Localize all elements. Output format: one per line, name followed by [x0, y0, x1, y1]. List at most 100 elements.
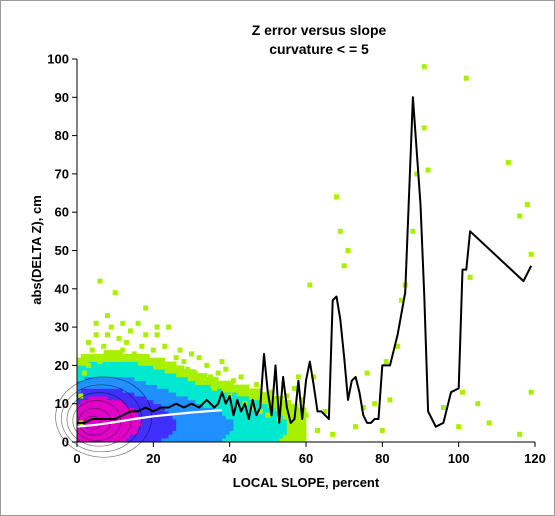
- density-cell: [225, 399, 230, 405]
- density-cell: [145, 426, 150, 431]
- outlier-point: [341, 263, 347, 269]
- outlier-point: [528, 389, 534, 395]
- density-cell: [96, 380, 101, 385]
- density-cell: [218, 430, 223, 435]
- density-cell: [130, 438, 135, 443]
- density-cell: [119, 353, 124, 359]
- density-cell: [195, 430, 200, 435]
- density-cell: [244, 426, 250, 431]
- density-cell: [206, 384, 211, 389]
- density-cell: [153, 373, 158, 378]
- density-cell: [191, 430, 196, 435]
- density-cell: [99, 419, 105, 424]
- density-cell: [153, 361, 158, 366]
- density-cell: [164, 376, 169, 382]
- density-cell: [233, 411, 238, 416]
- y-tick-label: 20: [55, 358, 69, 373]
- density-cell: [264, 434, 269, 439]
- density-cell: [218, 422, 223, 428]
- density-cell: [88, 415, 93, 420]
- density-cell: [115, 373, 120, 378]
- density-cell: [187, 388, 192, 393]
- density-cell: [164, 419, 169, 424]
- density-cell: [183, 392, 189, 397]
- density-cell: [157, 415, 162, 420]
- density-cell: [77, 365, 82, 370]
- density-cell: [115, 365, 120, 370]
- outlier-point: [105, 313, 110, 319]
- density-cell: [290, 411, 295, 416]
- density-cell: [187, 415, 192, 420]
- y-tick-label: 0: [62, 435, 69, 450]
- density-cell: [107, 361, 112, 366]
- density-cell: [210, 380, 215, 385]
- density-cell: [180, 415, 185, 420]
- density-cell: [233, 426, 238, 431]
- density-cell: [256, 388, 261, 393]
- density-cell: [237, 426, 242, 431]
- outlier-point: [181, 359, 187, 365]
- density-cell: [84, 388, 89, 393]
- density-cell: [84, 403, 89, 408]
- density-cell: [115, 422, 120, 428]
- density-cell: [203, 403, 208, 408]
- density-cell: [103, 373, 108, 378]
- x-tick-label: 20: [146, 451, 160, 466]
- density-cell: [126, 403, 131, 408]
- density-cell: [153, 392, 158, 397]
- density-cell: [96, 430, 101, 435]
- density-cell: [279, 422, 284, 428]
- density-cell: [195, 407, 200, 412]
- outlier-point: [112, 355, 118, 361]
- outlier-point: [97, 359, 103, 365]
- density-cell: [183, 438, 189, 443]
- density-cell: [115, 380, 120, 385]
- density-cell: [203, 438, 208, 443]
- density-cell: [298, 426, 303, 431]
- density-cell: [271, 411, 276, 416]
- density-cell: [164, 384, 169, 389]
- density-cell: [107, 434, 112, 439]
- density-cell: [256, 399, 261, 405]
- density-cell: [141, 399, 147, 405]
- density-cell: [203, 419, 208, 424]
- outlier-point: [234, 385, 240, 391]
- density-cell: [107, 426, 112, 431]
- density-cell: [294, 411, 299, 416]
- density-cell: [138, 422, 143, 428]
- density-cell: [119, 388, 124, 393]
- density-cell: [283, 434, 288, 439]
- density-cell: [92, 403, 97, 408]
- density-cell: [244, 415, 250, 420]
- density-cell: [80, 426, 85, 431]
- density-cell: [149, 399, 154, 405]
- density-cell: [252, 430, 257, 435]
- density-cell: [168, 373, 173, 378]
- density-cell: [225, 384, 230, 389]
- density-cell: [244, 434, 250, 439]
- density-cell: [187, 434, 192, 439]
- outlier-point: [112, 290, 118, 296]
- density-cell: [107, 369, 112, 374]
- density-cell: [126, 365, 131, 370]
- density-cell: [149, 426, 154, 431]
- outlier-point: [353, 424, 359, 430]
- density-cell: [92, 365, 97, 370]
- density-cell: [172, 426, 177, 431]
- density-cell: [99, 411, 105, 416]
- density-cell: [241, 426, 246, 431]
- density-cell: [84, 415, 89, 420]
- density-cell: [225, 407, 230, 412]
- density-cell: [195, 434, 200, 439]
- density-cell: [237, 422, 242, 428]
- density-cell: [256, 430, 261, 435]
- density-cell: [119, 411, 124, 416]
- density-cell: [222, 430, 227, 435]
- density-cell: [130, 380, 135, 385]
- density-cell: [164, 399, 169, 405]
- density-cell: [80, 380, 85, 385]
- density-cell: [180, 422, 185, 428]
- density-cell: [176, 415, 181, 420]
- x-tick-label: 0: [73, 451, 80, 466]
- density-cell: [206, 403, 211, 408]
